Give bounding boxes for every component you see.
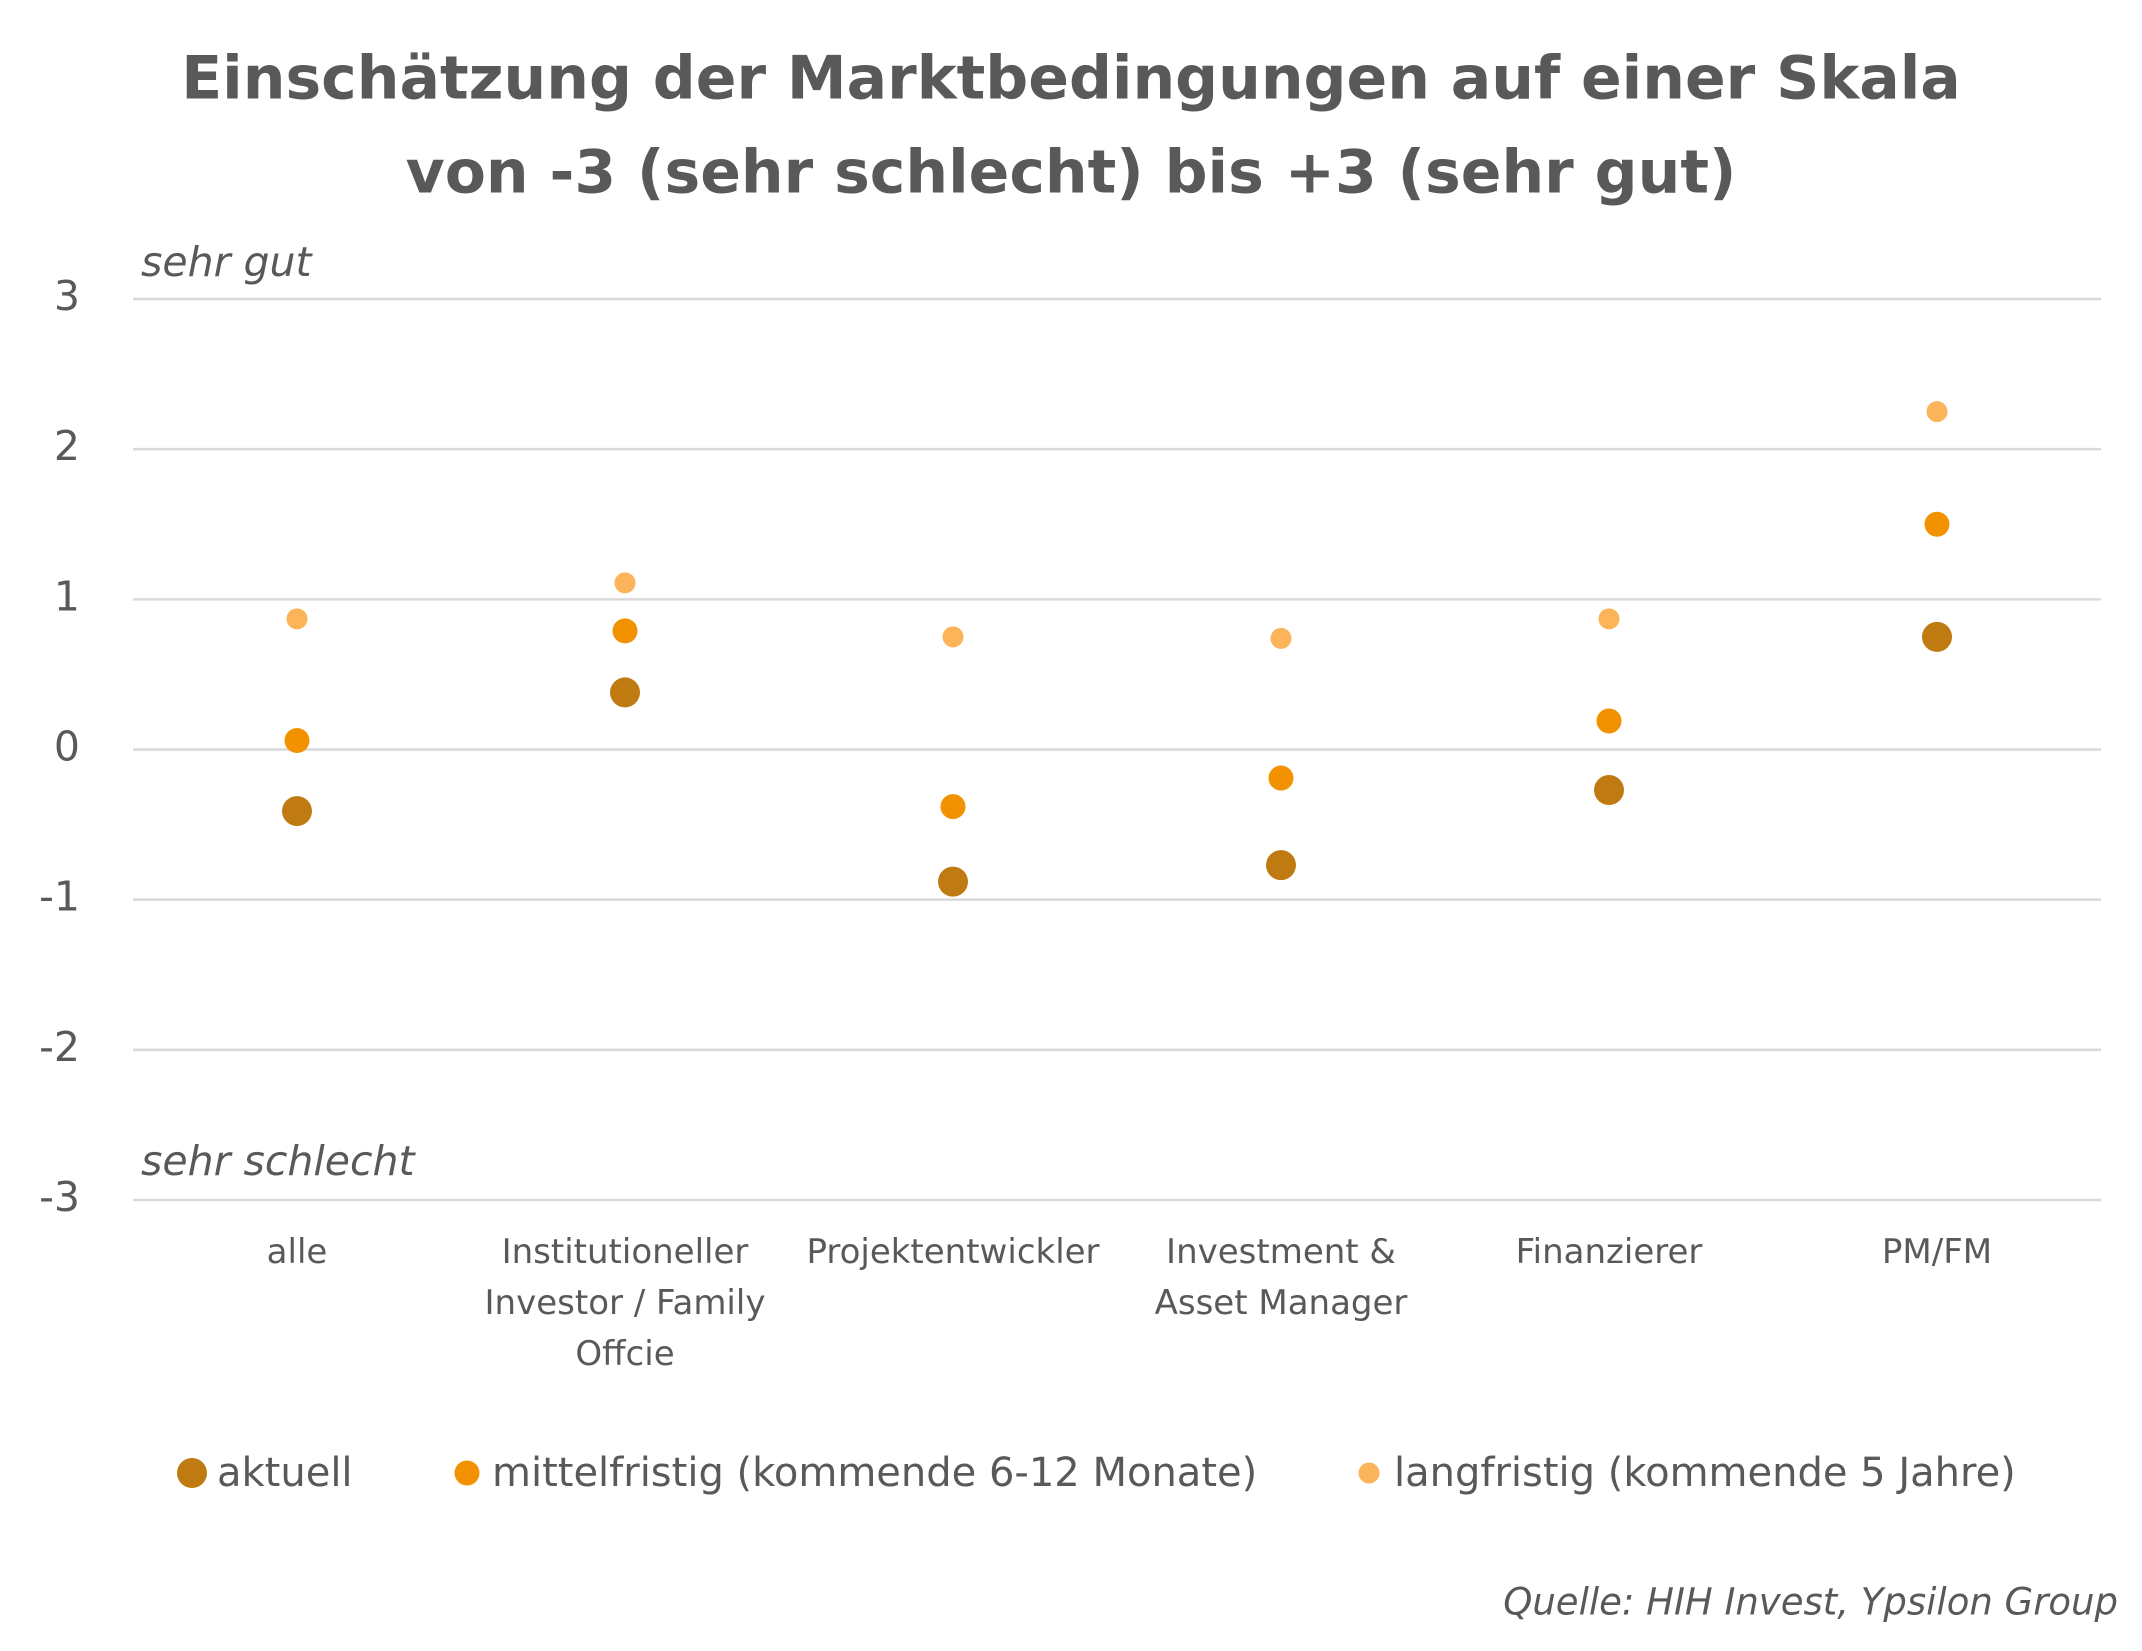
x-tick-label: Finanzierer: [1515, 1232, 1703, 1272]
point: [1922, 621, 1952, 652]
y-tick-label: -3: [39, 1173, 80, 1221]
x-tick-label: alle: [266, 1232, 328, 1272]
x-tick-label: Institutioneller Investor / Family Offci…: [484, 1232, 766, 1374]
x-tick-label: Projektentwickler: [806, 1232, 1100, 1272]
legend-label: aktuell: [217, 1450, 353, 1496]
y-tick-label: 1: [54, 572, 80, 620]
point: [612, 618, 638, 644]
point: [1594, 775, 1624, 806]
x-tick-label: Investment & Asset Manager: [1154, 1232, 1408, 1323]
legend-marker: [177, 1458, 207, 1488]
point: [1270, 627, 1292, 649]
source: Quelle: HIH Invest, Ypsilon Group: [1503, 1581, 2118, 1624]
annotation: sehr schlecht: [141, 1137, 416, 1185]
y-tick-label: 0: [54, 723, 80, 771]
y-tick-label: -2: [39, 1023, 80, 1071]
y-tick-label: 2: [54, 422, 80, 470]
chart-subtitle: von -3 (sehr schlecht) bis +3 (sehr gut): [406, 138, 1737, 208]
point: [1596, 708, 1622, 734]
point: [284, 727, 310, 753]
point: [940, 794, 966, 820]
legend-label: mittelfristig (kommende 6-12 Monate): [492, 1450, 1257, 1496]
point: [1598, 608, 1620, 630]
point: [1266, 850, 1296, 881]
point: [610, 677, 640, 708]
y-tick-label: -1: [39, 873, 80, 921]
point: [1924, 511, 1950, 537]
chart-title: Einschätzung der Marktbedingungen auf ei…: [181, 44, 1961, 114]
legend-label: langfristig (kommende 5 Jahre): [1394, 1450, 2016, 1496]
point: [1268, 765, 1294, 791]
annotation: sehr gut: [141, 238, 313, 286]
legend-marker: [1358, 1462, 1380, 1484]
legend-marker: [454, 1460, 480, 1486]
point: [938, 866, 968, 897]
point: [286, 608, 308, 630]
point: [1926, 401, 1948, 423]
point: [942, 626, 964, 648]
point: [282, 796, 312, 827]
y-tick-label: 3: [54, 272, 80, 320]
x-tick-label: PM/FM: [1881, 1232, 1993, 1272]
point: [614, 572, 636, 594]
